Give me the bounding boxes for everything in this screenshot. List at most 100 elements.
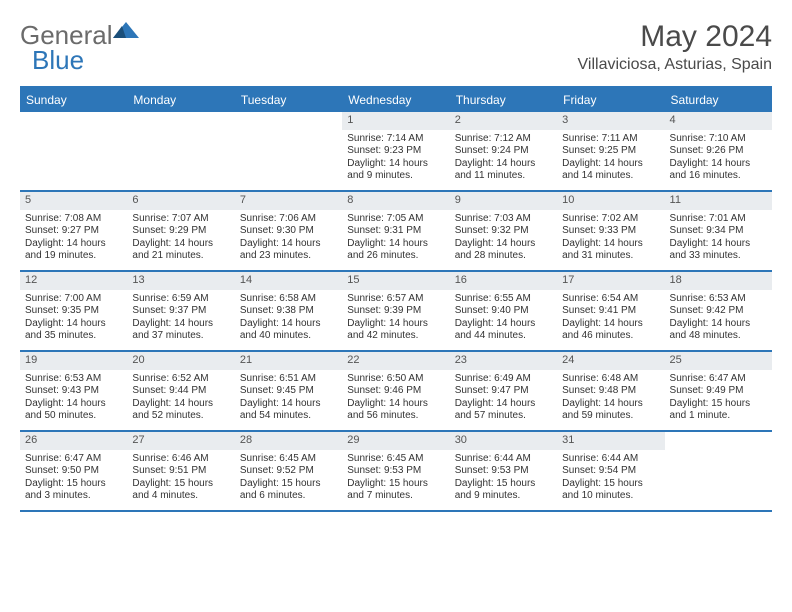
day-sunrise: Sunrise: 6:44 AM [562,453,659,466]
day-sunset: Sunset: 9:50 PM [25,465,122,478]
weekday-header: Monday [127,88,234,112]
day-sunset: Sunset: 9:29 PM [132,225,229,238]
day-day1: Daylight: 15 hours [240,478,337,491]
day-number: 19 [20,352,127,370]
weekday-header: Wednesday [342,88,449,112]
day-number: 10 [557,192,664,210]
day-sunset: Sunset: 9:23 PM [347,145,444,158]
day-cell: 1Sunrise: 7:14 AMSunset: 9:23 PMDaylight… [342,112,449,190]
day-body: Sunrise: 6:51 AMSunset: 9:45 PMDaylight:… [235,370,342,428]
day-day1: Daylight: 14 hours [347,398,444,411]
day-day2: and 46 minutes. [562,330,659,343]
day-day2: and 48 minutes. [670,330,767,343]
day-number: 11 [665,192,772,210]
day-sunset: Sunset: 9:46 PM [347,385,444,398]
day-day1: Daylight: 14 hours [132,398,229,411]
day-number: 14 [235,272,342,290]
day-sunrise: Sunrise: 7:08 AM [25,213,122,226]
day-body: Sunrise: 6:53 AMSunset: 9:42 PMDaylight:… [665,290,772,348]
day-cell: 19Sunrise: 6:53 AMSunset: 9:43 PMDayligh… [20,352,127,430]
day-cell: ..... [20,112,127,190]
day-number: 3 [557,112,664,130]
day-cell: 7Sunrise: 7:06 AMSunset: 9:30 PMDaylight… [235,192,342,270]
day-day1: Daylight: 14 hours [562,238,659,251]
day-body: Sunrise: 6:45 AMSunset: 9:53 PMDaylight:… [342,450,449,508]
day-body: Sunrise: 6:55 AMSunset: 9:40 PMDaylight:… [450,290,557,348]
day-sunset: Sunset: 9:54 PM [562,465,659,478]
day-day1: Daylight: 14 hours [562,158,659,171]
day-day1: Daylight: 14 hours [455,318,552,331]
day-cell: 17Sunrise: 6:54 AMSunset: 9:41 PMDayligh… [557,272,664,350]
day-number: 9 [450,192,557,210]
day-cell: 9Sunrise: 7:03 AMSunset: 9:32 PMDaylight… [450,192,557,270]
day-number: 29 [342,432,449,450]
day-day1: Daylight: 14 hours [670,158,767,171]
day-number: 5 [20,192,127,210]
day-day1: Daylight: 15 hours [132,478,229,491]
day-body: Sunrise: 6:48 AMSunset: 9:48 PMDaylight:… [557,370,664,428]
day-day1: Daylight: 14 hours [670,318,767,331]
day-sunrise: Sunrise: 7:07 AM [132,213,229,226]
day-number: 8 [342,192,449,210]
day-day2: and 6 minutes. [240,490,337,503]
day-sunset: Sunset: 9:48 PM [562,385,659,398]
day-number: 15 [342,272,449,290]
day-day2: and 54 minutes. [240,410,337,423]
day-number: 22 [342,352,449,370]
day-sunset: Sunset: 9:26 PM [670,145,767,158]
day-cell: 8Sunrise: 7:05 AMSunset: 9:31 PMDaylight… [342,192,449,270]
day-sunset: Sunset: 9:33 PM [562,225,659,238]
day-day2: and 7 minutes. [347,490,444,503]
day-day2: and 31 minutes. [562,250,659,263]
day-cell: 15Sunrise: 6:57 AMSunset: 9:39 PMDayligh… [342,272,449,350]
day-day2: and 9 minutes. [455,490,552,503]
day-day1: Daylight: 15 hours [25,478,122,491]
day-sunrise: Sunrise: 7:11 AM [562,133,659,146]
day-sunset: Sunset: 9:40 PM [455,305,552,318]
day-cell: 28Sunrise: 6:45 AMSunset: 9:52 PMDayligh… [235,432,342,510]
day-sunset: Sunset: 9:24 PM [455,145,552,158]
day-sunrise: Sunrise: 7:10 AM [670,133,767,146]
day-sunset: Sunset: 9:43 PM [25,385,122,398]
day-cell: 23Sunrise: 6:49 AMSunset: 9:47 PMDayligh… [450,352,557,430]
day-cell: 26Sunrise: 6:47 AMSunset: 9:50 PMDayligh… [20,432,127,510]
day-day2: and 40 minutes. [240,330,337,343]
day-sunset: Sunset: 9:32 PM [455,225,552,238]
day-day1: Daylight: 14 hours [25,238,122,251]
day-number: 12 [20,272,127,290]
day-sunset: Sunset: 9:45 PM [240,385,337,398]
day-sunrise: Sunrise: 6:48 AM [562,373,659,386]
day-day1: Daylight: 14 hours [562,318,659,331]
day-day2: and 21 minutes. [132,250,229,263]
weeks-container: ...............1Sunrise: 7:14 AMSunset: … [20,112,772,512]
day-body: Sunrise: 7:07 AMSunset: 9:29 PMDaylight:… [127,210,234,268]
day-sunset: Sunset: 9:42 PM [670,305,767,318]
day-sunset: Sunset: 9:44 PM [132,385,229,398]
day-day2: and 37 minutes. [132,330,229,343]
day-day1: Daylight: 14 hours [347,238,444,251]
day-number: 18 [665,272,772,290]
day-body: Sunrise: 6:45 AMSunset: 9:52 PMDaylight:… [235,450,342,508]
day-cell: 13Sunrise: 6:59 AMSunset: 9:37 PMDayligh… [127,272,234,350]
day-body: Sunrise: 6:52 AMSunset: 9:44 PMDaylight:… [127,370,234,428]
week-row: 26Sunrise: 6:47 AMSunset: 9:50 PMDayligh… [20,432,772,512]
day-number: 30 [450,432,557,450]
day-sunrise: Sunrise: 6:47 AM [25,453,122,466]
day-day2: and 57 minutes. [455,410,552,423]
day-cell: 18Sunrise: 6:53 AMSunset: 9:42 PMDayligh… [665,272,772,350]
day-day1: Daylight: 14 hours [347,318,444,331]
day-body: Sunrise: 7:05 AMSunset: 9:31 PMDaylight:… [342,210,449,268]
day-number: 6 [127,192,234,210]
weekday-header-row: Sunday Monday Tuesday Wednesday Thursday… [20,88,772,112]
day-sunset: Sunset: 9:35 PM [25,305,122,318]
day-sunrise: Sunrise: 6:59 AM [132,293,229,306]
day-day2: and 16 minutes. [670,170,767,183]
day-body: Sunrise: 7:06 AMSunset: 9:30 PMDaylight:… [235,210,342,268]
day-day1: Daylight: 14 hours [240,238,337,251]
day-sunrise: Sunrise: 6:55 AM [455,293,552,306]
day-sunset: Sunset: 9:27 PM [25,225,122,238]
day-day2: and 44 minutes. [455,330,552,343]
day-sunrise: Sunrise: 6:51 AM [240,373,337,386]
day-cell: 5 Sunrise: 7:08 AMSunset: 9:27 PMDaylight… [20,192,127,270]
logo-text-block: General Blue [20,20,139,76]
